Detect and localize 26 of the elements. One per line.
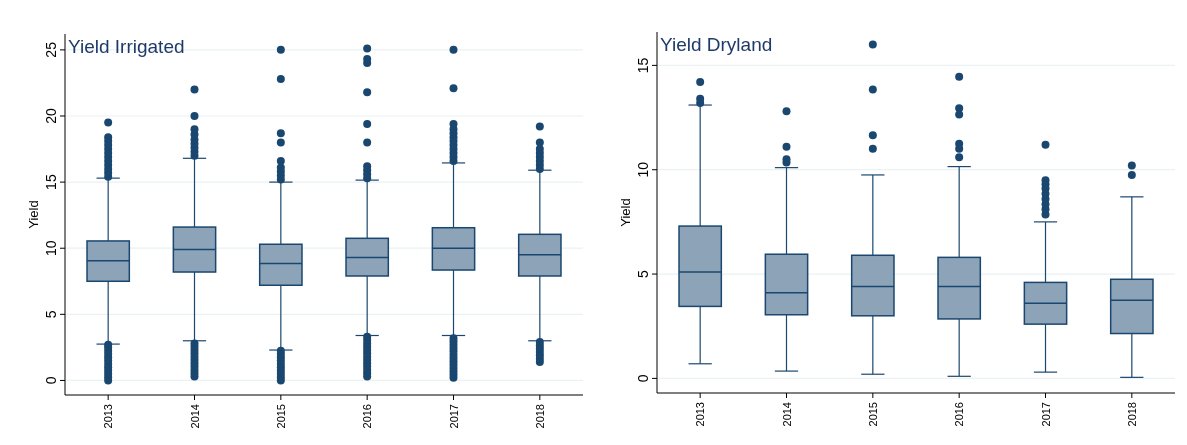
chart-title: Yield Irrigated xyxy=(68,36,185,57)
y-tick-label: 25 xyxy=(43,41,59,58)
y-axis-title: Yield xyxy=(618,198,633,227)
y-axis-title: Yield xyxy=(26,200,41,229)
y-tick-label: 5 xyxy=(635,269,651,278)
x-tick-label: 2013 xyxy=(102,404,115,429)
x-tick-label: 2017 xyxy=(1039,402,1052,427)
x-tick-label: 2017 xyxy=(447,404,460,429)
y-tick-label: 0 xyxy=(43,376,59,385)
x-tick-label: 2016 xyxy=(953,402,966,427)
y-tick-label: 5 xyxy=(43,310,59,319)
y-tick-label: 20 xyxy=(43,107,59,124)
y-tick-label: 10 xyxy=(43,240,59,257)
x-tick-label: 2018 xyxy=(533,404,546,429)
x-tick-label: 2015 xyxy=(866,402,879,427)
x-tick-label: 2018 xyxy=(1125,402,1138,427)
x-tick-label: 2014 xyxy=(188,404,201,429)
y-tick-label: 15 xyxy=(635,57,651,74)
y-tick-label: 0 xyxy=(635,374,651,383)
chart-title: Yield Dryland xyxy=(660,34,773,55)
y-tick-label: 15 xyxy=(43,174,59,190)
y-tick-label: 10 xyxy=(635,161,651,178)
x-tick-label: 2015 xyxy=(274,404,287,429)
x-tick-label: 2013 xyxy=(694,402,707,427)
x-tick-label: 2014 xyxy=(780,402,793,427)
x-tick-label: 2016 xyxy=(361,404,374,429)
